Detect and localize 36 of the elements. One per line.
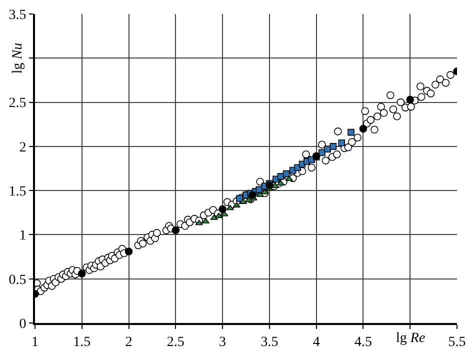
y-axis-title: lg Nu: [10, 42, 26, 74]
point: [330, 143, 337, 150]
point: [277, 173, 284, 180]
y-tick-label: 2: [19, 140, 26, 156]
point: [78, 270, 86, 278]
point: [226, 204, 234, 210]
x-tick-label: 4: [312, 334, 320, 350]
y-tick-label: 0.5: [8, 272, 26, 288]
point: [214, 212, 223, 218]
point: [124, 248, 133, 256]
x-tick-label: 3.5: [260, 334, 278, 350]
point: [218, 205, 226, 214]
x-tick-label: 3: [219, 334, 226, 350]
point: [406, 96, 414, 104]
x-tick-label: 1.5: [73, 334, 91, 350]
point: [324, 146, 331, 152]
x-tick-label: 5.5: [448, 334, 466, 350]
point: [195, 220, 203, 226]
point: [348, 128, 354, 136]
y-tick-label: 0: [19, 316, 26, 332]
point: [172, 226, 180, 234]
point: [260, 188, 269, 194]
point: [236, 195, 243, 202]
y-tick-label: 1.5: [8, 184, 26, 200]
y-tick-label: 1: [19, 228, 26, 244]
point: [282, 170, 290, 178]
point: [266, 181, 274, 190]
point: [338, 140, 346, 146]
x-tick-label: 4.5: [354, 334, 372, 350]
y-tick-label: 3.5: [8, 8, 26, 23]
y-tick-label: 2.5: [8, 96, 26, 112]
x-tick-label: 2.5: [166, 334, 184, 350]
x-axis-title: lg Re: [396, 331, 426, 346]
x-tick-label: 2: [125, 334, 132, 350]
point: [359, 124, 368, 133]
x-tick-label: 1: [32, 334, 38, 350]
